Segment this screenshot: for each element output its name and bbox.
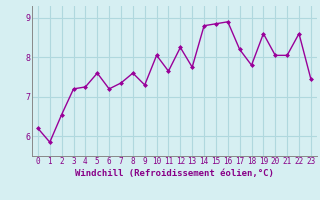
X-axis label: Windchill (Refroidissement éolien,°C): Windchill (Refroidissement éolien,°C) [75,169,274,178]
